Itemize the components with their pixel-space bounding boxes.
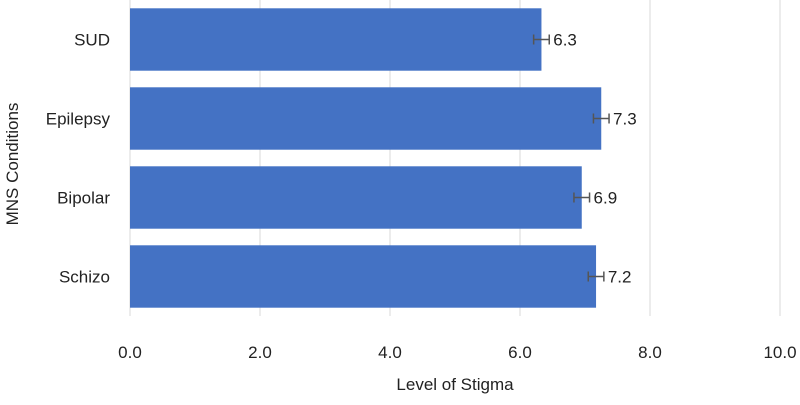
bars <box>130 8 602 308</box>
data-label-epilepsy: 7.3 <box>613 110 637 129</box>
x-tick-labels: 0.0 2.0 4.0 6.0 8.0 10.0 <box>118 343 796 362</box>
data-label-bipolar: 6.9 <box>594 189 618 208</box>
category-label-epilepsy: Epilepsy <box>46 110 111 129</box>
bar-schizo <box>130 245 597 308</box>
x-tick-label: 2.0 <box>248 343 272 362</box>
error-bar-sud <box>532 34 550 45</box>
error-bar-epilepsy <box>592 113 610 124</box>
x-tick-label: 4.0 <box>378 343 402 362</box>
y-axis-title: MNS Conditions <box>3 103 22 226</box>
error-bars <box>532 34 610 282</box>
category-label-schizo: Schizo <box>59 268 110 287</box>
bar-bipolar <box>130 166 582 229</box>
x-tick-label: 8.0 <box>638 343 662 362</box>
data-label-sud: 6.3 <box>553 31 577 50</box>
error-bar-schizo <box>587 271 605 282</box>
bar-epilepsy <box>130 87 602 150</box>
category-label-sud: SUD <box>74 31 110 50</box>
category-labels: SUD Epilepsy Bipolar Schizo <box>46 31 111 287</box>
data-labels: 6.3 7.3 6.9 7.2 <box>553 31 636 287</box>
category-label-bipolar: Bipolar <box>57 189 110 208</box>
data-label-schizo: 7.2 <box>608 268 632 287</box>
bar-sud <box>130 8 542 71</box>
x-tick-label: 10.0 <box>763 343 796 362</box>
x-axis-title: Level of Stigma <box>396 375 514 394</box>
x-tick-label: 6.0 <box>508 343 532 362</box>
error-bar-bipolar <box>573 192 591 203</box>
x-tick-label: 0.0 <box>118 343 142 362</box>
